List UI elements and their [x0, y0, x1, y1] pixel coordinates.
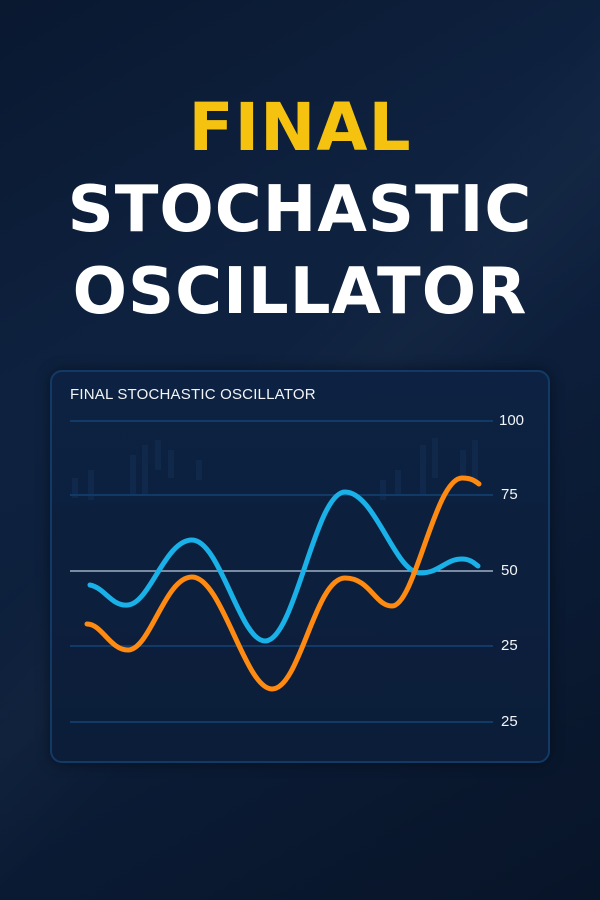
y-label-50: 50 — [501, 562, 518, 579]
chart-title: FINAL STOCHASTIC OSCILLATOR — [70, 386, 316, 403]
y-label-75: 75 — [501, 486, 518, 503]
headline-stochastic: STOCHASTIC — [67, 173, 533, 247]
y-label-bottom: 25 — [501, 713, 518, 730]
series-blue-line — [87, 489, 481, 644]
chart-panel — [50, 370, 550, 763]
headline-final: FINAL — [188, 89, 412, 166]
headline-oscillator: OSCILLATOR — [72, 255, 528, 329]
series-orange-line — [84, 475, 482, 692]
background-candles — [72, 438, 478, 500]
y-label-25: 25 — [501, 637, 518, 654]
y-label-100: 100 — [499, 412, 525, 429]
